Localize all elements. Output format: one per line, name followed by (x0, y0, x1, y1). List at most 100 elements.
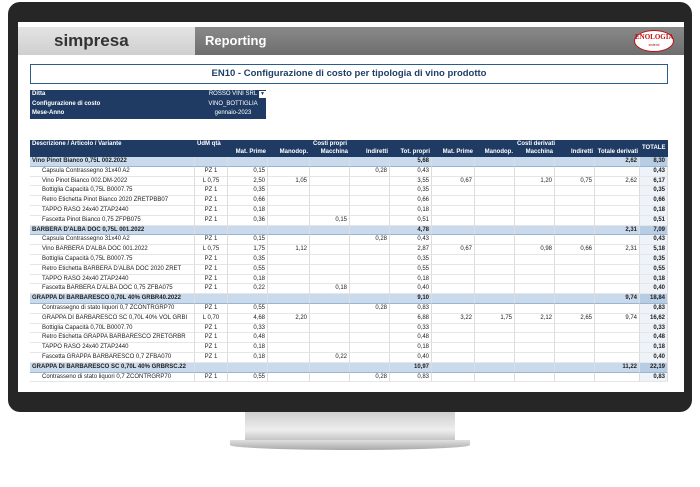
cell (310, 362, 350, 373)
info-label: Ditta (30, 90, 200, 100)
header-cell: TOTALE (640, 140, 668, 157)
cell: PZ 1 (195, 304, 228, 314)
cell: 0,83 (640, 304, 668, 314)
cell (515, 264, 555, 275)
brand-logo: ENOLOGIA sistemi (634, 30, 674, 52)
cell (432, 274, 475, 285)
cell (268, 235, 310, 246)
cell (555, 157, 595, 167)
cell (310, 235, 350, 246)
cell (268, 304, 310, 314)
cell (432, 225, 475, 236)
cell (475, 294, 515, 304)
cell: 0,43 (390, 235, 432, 246)
cell: 2,50 (228, 176, 268, 187)
cell (432, 362, 475, 373)
cell: 2,20 (268, 313, 310, 324)
cell (310, 333, 350, 344)
cell: 0,43 (640, 235, 668, 246)
cell: 9,74 (595, 313, 640, 324)
cell: 0,66 (390, 196, 432, 206)
cell: 0,35 (390, 186, 432, 197)
cell (432, 343, 475, 353)
cell: 0,55 (228, 304, 268, 314)
item-label: Contrassegno di stato liquori 0,7 ZCONTR… (30, 304, 195, 314)
cell: 0,18 (390, 274, 432, 285)
cell (515, 294, 555, 304)
cell (555, 166, 595, 177)
cell (515, 186, 555, 197)
cell (350, 362, 390, 373)
cell (555, 294, 595, 304)
dropdown[interactable]: ▼ (259, 91, 266, 98)
cell (475, 186, 515, 197)
cell: 0,83 (390, 372, 432, 383)
cell: 0,66 (555, 245, 595, 255)
cell: 0,28 (350, 166, 390, 177)
cell (432, 186, 475, 197)
cell (475, 166, 515, 177)
cell (350, 245, 390, 255)
cell: 0,51 (640, 215, 668, 226)
cell (268, 343, 310, 353)
cell (595, 186, 640, 197)
item-label: Bottiglia Capacità 0,75L B0007.75 (30, 255, 195, 265)
item-label: Capsula Contrassegno 31x40 A2 (30, 166, 195, 177)
cell (475, 255, 515, 265)
cell (268, 255, 310, 265)
cell (555, 225, 595, 236)
cell: PZ 1 (195, 166, 228, 177)
cell (595, 284, 640, 295)
cell (195, 362, 228, 373)
cell: PZ 1 (195, 186, 228, 197)
cell (350, 284, 390, 295)
cell (195, 157, 228, 167)
item-label: Fascetta Pinot Bianco 0,75 ZFPB075 (30, 215, 195, 226)
monitor-stand (245, 412, 455, 442)
cell: 0,83 (640, 372, 668, 383)
cell: 0,66 (640, 196, 668, 206)
cell: 0,48 (640, 333, 668, 344)
item-label: Contrasseno di stato liquori 0,7 ZCONTRG… (30, 372, 195, 383)
cell: 0,35 (640, 255, 668, 265)
info-value: ROSSO VINI SRL (200, 90, 266, 100)
info-label: Configurazione di costo (30, 99, 200, 109)
cell (555, 186, 595, 197)
cell (555, 255, 595, 265)
cell: 3,55 (390, 176, 432, 187)
cell: 7,09 (640, 225, 668, 236)
cell: 0,55 (228, 372, 268, 383)
cell (310, 176, 350, 187)
cell: 0,15 (228, 166, 268, 177)
cell (268, 323, 310, 334)
item-label: TAPPO RASO 24x40 ZTAP2440 (30, 206, 195, 216)
header-sub: Tot. propri (400, 149, 430, 155)
info-label: Mese-Anno (30, 109, 200, 119)
header-sub: Manodop. (279, 149, 308, 155)
cell (475, 372, 515, 383)
cell: L 0,70 (195, 313, 228, 324)
cell: 0,48 (390, 333, 432, 344)
cell (555, 372, 595, 383)
cell (475, 245, 515, 255)
cell: L 0,75 (195, 176, 228, 187)
cell (310, 157, 350, 167)
cell: 6,88 (390, 313, 432, 324)
cell: 0,22 (228, 284, 268, 295)
cell: 5,18 (640, 245, 668, 255)
cell (555, 343, 595, 353)
cell (515, 157, 555, 167)
cell: 1,20 (515, 176, 555, 187)
cell (310, 274, 350, 285)
cell (268, 157, 310, 167)
cell: PZ 1 (195, 353, 228, 363)
cell: 0,18 (390, 343, 432, 353)
cell (432, 235, 475, 246)
cell (515, 215, 555, 226)
cell: 5,68 (390, 157, 432, 167)
cell (475, 264, 515, 275)
cell (555, 274, 595, 285)
cell (595, 333, 640, 344)
cell (555, 284, 595, 295)
cell: PZ 1 (195, 333, 228, 344)
